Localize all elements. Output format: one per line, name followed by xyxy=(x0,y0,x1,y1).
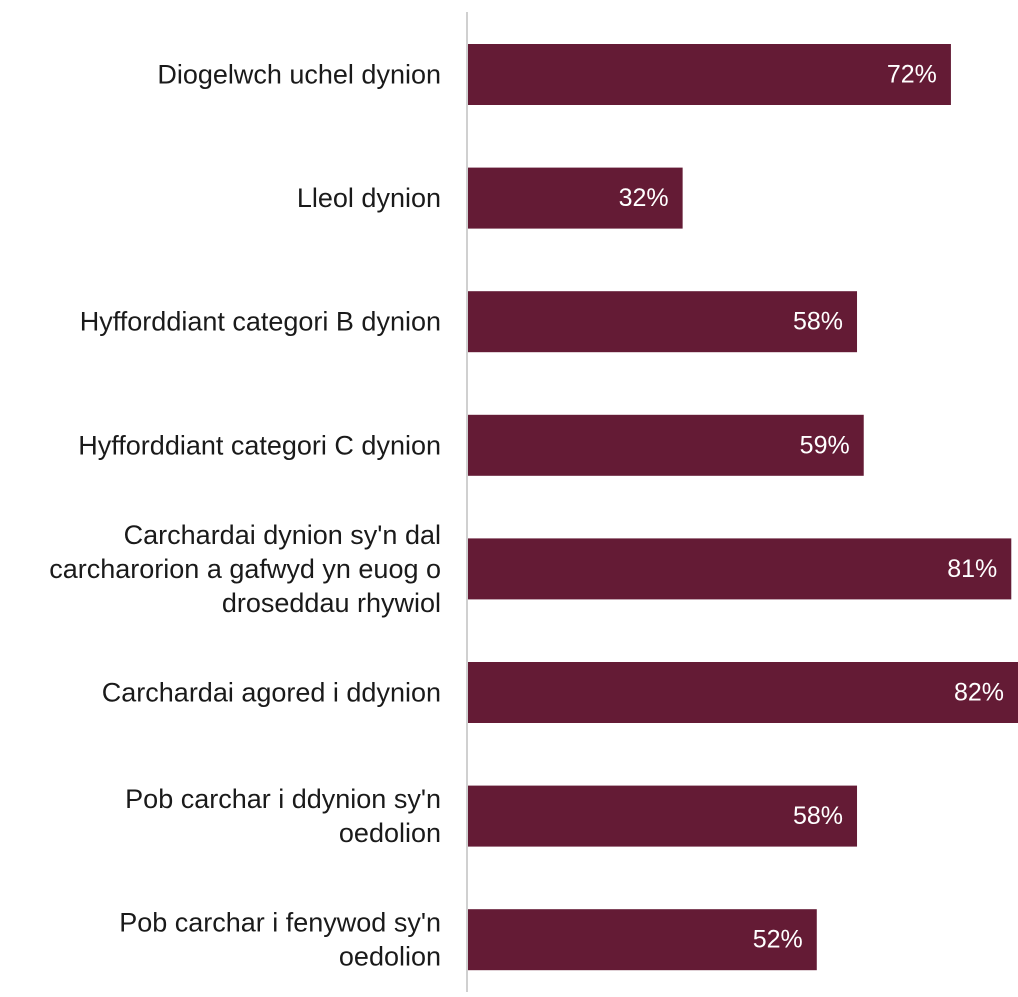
bar xyxy=(468,785,858,847)
category-label: oedolion xyxy=(339,942,441,972)
bar xyxy=(468,662,1018,723)
bar xyxy=(468,167,683,229)
bar-value-label: 52% xyxy=(753,926,803,954)
category-label: droseddau rhywiol xyxy=(222,588,441,618)
category-label: Hyfforddiant categori B dynion xyxy=(80,307,441,337)
category-label: Lleol dynion xyxy=(297,183,441,213)
bar-value-label: 59% xyxy=(800,431,850,459)
bar-value-label: 82% xyxy=(954,679,1004,707)
bar xyxy=(468,414,864,476)
bar-value-label: 58% xyxy=(793,802,843,830)
bar xyxy=(468,909,817,971)
bar xyxy=(468,44,951,105)
category-label: Carchardai agored i ddynion xyxy=(102,678,441,708)
bar-value-label: 58% xyxy=(793,308,843,336)
category-label: Pob carchar i ddynion sy'n xyxy=(125,784,441,814)
category-label: Carchardai dynion sy'n dal xyxy=(124,520,441,550)
category-label: carcharorion a gafwyd yn euog o xyxy=(49,554,441,584)
category-label: Hyfforddiant categori C dynion xyxy=(78,430,441,460)
bar-value-label: 72% xyxy=(887,61,937,89)
bar xyxy=(468,291,858,353)
bar-value-label: 81% xyxy=(947,555,997,583)
bar xyxy=(468,538,1012,600)
bar-value-label: 32% xyxy=(619,184,669,212)
category-label: Pob carchar i fenywod sy'n xyxy=(119,908,441,938)
category-label: oedolion xyxy=(339,818,441,848)
category-label: Diogelwch uchel dynion xyxy=(157,60,441,90)
